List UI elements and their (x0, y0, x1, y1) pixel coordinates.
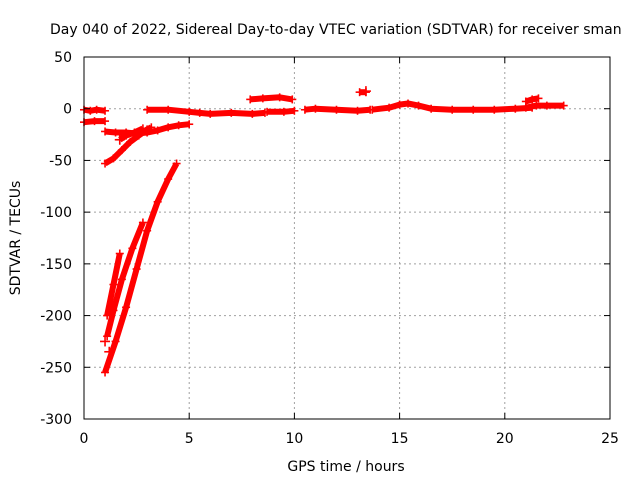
y-tick-label: -200 (40, 309, 72, 325)
y-tick-label: -300 (40, 412, 72, 428)
x-tick-label: 10 (285, 431, 303, 447)
plot-frame (83, 56, 611, 420)
series-line (249, 94, 293, 103)
x-axis-label: GPS time / hours (287, 459, 404, 475)
ticks (83, 56, 611, 420)
series-arc-steep-b (103, 218, 147, 341)
y-tick-label: -250 (40, 360, 72, 376)
x-tick-label: 25 (601, 431, 619, 447)
x-tick-label: 20 (496, 431, 514, 447)
series-arc-steep-c (103, 249, 124, 320)
series-arc-steep-a (101, 159, 181, 377)
x-tick-labels: 0 5 10 15 20 25 (80, 431, 619, 447)
y-tick-label: 50 (54, 50, 72, 66)
series-line (102, 162, 180, 374)
series-arc-morning-b (101, 123, 156, 168)
series-arc-main-3 (300, 104, 375, 115)
grid (84, 57, 610, 419)
series-line (118, 125, 145, 143)
x-tick-label: 0 (80, 431, 89, 447)
series-arc-main-4 (368, 99, 537, 114)
y-tick-label: 0 (63, 102, 72, 118)
y-axis-label: SDTVAR / TECUs (8, 181, 24, 296)
series-arc-rise-a (521, 101, 568, 112)
data-series (80, 86, 568, 377)
series-arc-late-a (521, 94, 543, 106)
y-tick-label: -50 (49, 153, 72, 169)
y-tick-label: -100 (40, 205, 72, 221)
series-isolated (100, 86, 371, 357)
y-tick-label: -150 (40, 257, 72, 273)
x-tick-label: 15 (391, 431, 409, 447)
series-arc-main-2 (263, 106, 299, 116)
y-tick-labels: 50 0 -50 -100 -150 -200 -250 -300 (40, 50, 72, 428)
series-arc-main-1 (143, 105, 269, 118)
chart-title: Day 040 of 2022, Sidereal Day-to-day VTE… (50, 22, 622, 38)
series-line (525, 102, 564, 111)
x-tick-label: 5 (185, 431, 194, 447)
series-arc-short-13 (355, 88, 370, 97)
series-arc-mid-high (246, 93, 297, 104)
